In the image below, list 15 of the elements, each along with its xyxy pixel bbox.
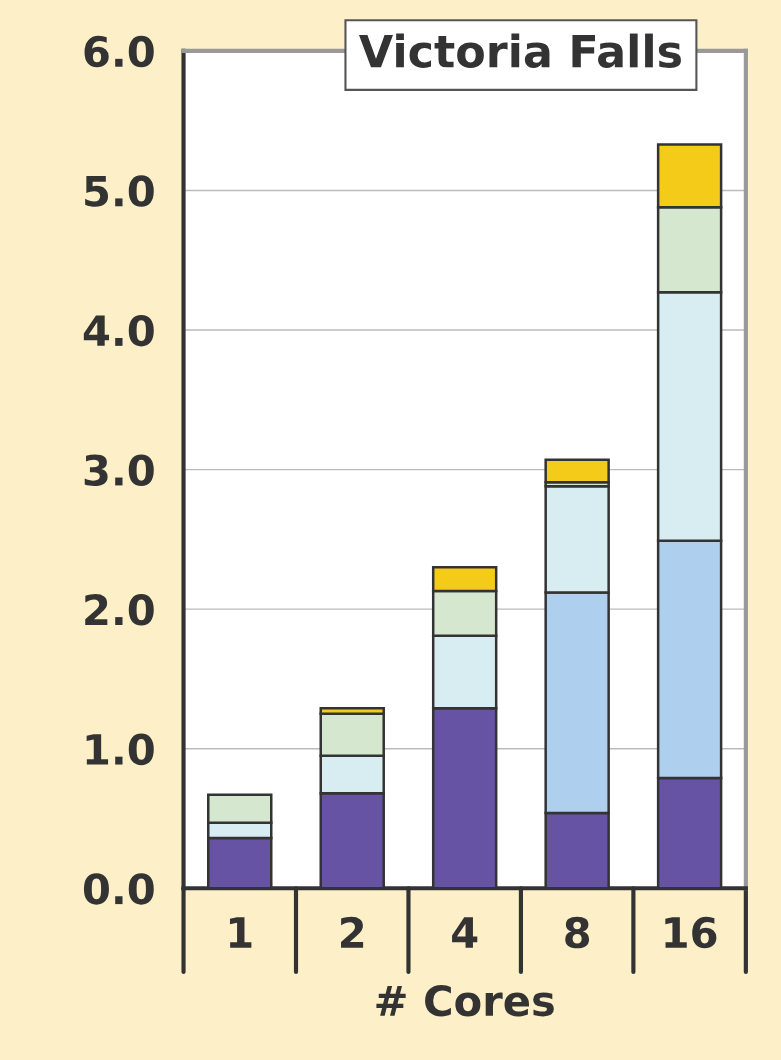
x-tick-label: 2	[341, 916, 364, 948]
y-tick-label: 6.0	[84, 35, 154, 68]
y-tick-label: 3.0	[84, 454, 154, 486]
x-axis-title: # Cores	[376, 984, 554, 1017]
y-tick-label: 1.0	[86, 733, 154, 766]
y-tick-label: 0.0	[83, 873, 154, 905]
x-tick-label: 16	[665, 916, 717, 949]
y-tick-label: 5.0	[85, 175, 154, 207]
y-tick-label: 4.0	[83, 314, 154, 347]
x-tick-label: 4	[452, 917, 478, 948]
chart-title: Victoria Falls	[359, 33, 681, 68]
y-tick-label: 2.0	[85, 594, 154, 626]
x-tick-label: 1	[229, 917, 252, 948]
x-tick-label: 8	[565, 916, 590, 949]
bar	[544, 458, 610, 484]
